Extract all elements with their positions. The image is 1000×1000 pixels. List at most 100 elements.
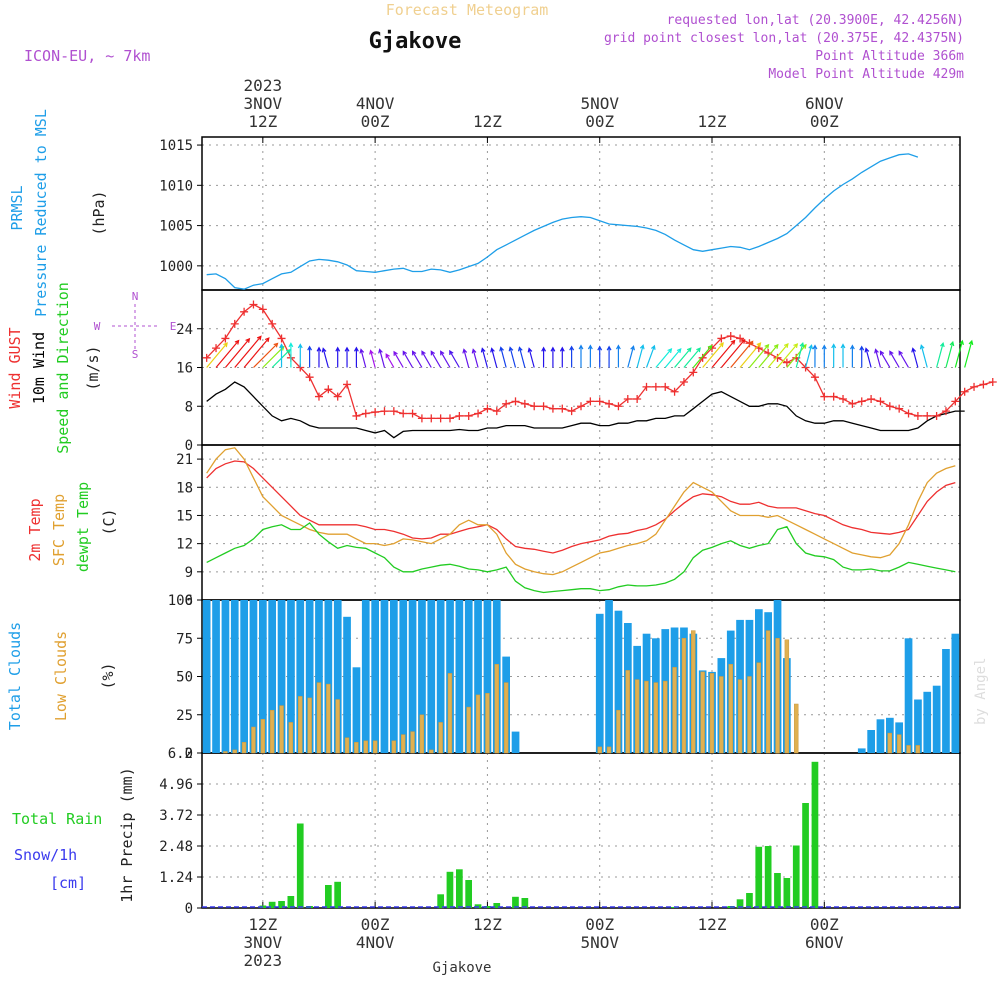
low-cloud-bar [915,745,921,754]
low-cloud-bar [251,726,256,754]
low-cloud-bar [326,683,331,754]
low-cloud-bar [719,676,724,754]
wind-arrow [840,343,846,368]
low-cloud-bar [906,745,911,754]
wind-arrow [359,348,367,368]
wind-arrow [898,350,910,368]
low-cloud-bar [663,680,668,754]
gust-point [249,300,258,309]
rain-bar [764,846,772,908]
pressure-label-short: PRMSL [8,185,26,230]
gust-point [595,397,604,406]
total-cloud-bar [464,600,473,753]
gust-point [268,319,277,328]
rain-bar [521,898,529,908]
top-time-label: 00Z [810,112,839,131]
rain-bar [446,871,454,909]
rain-bar [325,885,332,908]
wind-arrow [508,346,517,368]
gust-point [605,399,614,408]
total-cloud-bar [399,600,408,753]
gust-point [436,414,445,423]
low-cloud-bar [438,722,443,754]
total-cloud-bar [390,600,398,753]
low-cloud-bar [681,638,687,754]
low-cloud-bar [765,630,771,754]
total-cloud-bar [352,667,361,753]
rain-bar [512,896,519,909]
top-time-label: 00Z [361,112,390,131]
total-cloud-bar [259,600,267,753]
low-cloud-bar [372,740,378,754]
wind-arrow [954,339,964,368]
wind-arrow [480,347,488,368]
y-tick-label: 1010 [159,178,193,194]
y-tick-label: 15 [176,508,193,524]
low-cloud-bar [344,737,350,754]
top-time-label: 12Z [248,112,277,131]
total-clouds-label: Total Clouds [6,622,24,730]
total-cloud-bar [268,600,276,753]
wind-arrow [307,345,313,368]
wind-arrow [849,344,855,368]
temp-unit: (C) [100,508,118,535]
precip-unit: 1hr Precip (mm) [118,767,136,902]
rain-bar [268,901,276,909]
wind-arrow [674,347,692,368]
low-cloud-bar [775,638,780,754]
low-cloud-bar [653,682,659,754]
gust-point [839,394,848,403]
rain-bar [437,894,444,909]
y-tick-label: 4.96 [159,777,193,793]
rain-bar [493,903,501,908]
wind-arrow [587,344,593,368]
low-cloud-bar [429,749,434,754]
low-cloud-bar [269,709,275,754]
low-cloud-bar [644,680,649,754]
temp-sfc-series [206,447,956,576]
wind-arrow [864,347,872,368]
gust-point [782,358,791,367]
low-cloud-bar [625,670,630,754]
y-tick-label: 16 [176,361,193,377]
model-label: ICON-EU, ~ 7km [24,47,150,65]
wind-arrow [449,349,460,368]
wind-arrow [795,341,805,368]
gust-point [895,404,904,413]
top-time-label: 00Z [585,112,614,131]
gust-point [736,334,745,343]
gust-point [679,378,688,387]
total-cloud-bar [324,600,333,753]
y-tick-label: 0 [185,746,193,762]
rain-bar [802,803,809,908]
wind-arrow [316,346,322,368]
gust-point [399,409,408,418]
gust-point [923,411,932,420]
snow-unit-legend: [cm] [50,874,86,892]
gridpoint-coords: grid point closest lon,lat (20.375E, 42.… [604,31,964,46]
wind-arrow [206,342,228,368]
wind-arrow [421,350,432,368]
total-cloud-bar [240,600,248,753]
gust-point [474,409,483,418]
panel-wind: 0 8 16 24 [176,289,961,454]
panel-clouds: 0 25 50 75 100 [168,593,961,762]
wind-arrow [471,348,479,368]
wind-arrow [288,342,294,368]
panel-precip: 0 1.24 2.48 3.72 4.96 6.2 [159,746,961,917]
wind-arrow [297,343,303,368]
gust-point [324,385,333,394]
wind-arrow [279,343,285,368]
wind-arrow [385,353,395,368]
wind-arrow [402,350,414,368]
gust-point [380,407,389,416]
total-cloud-bar [857,748,866,753]
total-cloud-bar [474,600,482,753]
bottom-time-label: 00Z [361,915,390,934]
wind-arrow [692,344,713,368]
cloud-bars [202,600,960,754]
gust-point [212,344,221,353]
gust-point [932,411,941,420]
y-tick-label: 21 [176,452,193,468]
